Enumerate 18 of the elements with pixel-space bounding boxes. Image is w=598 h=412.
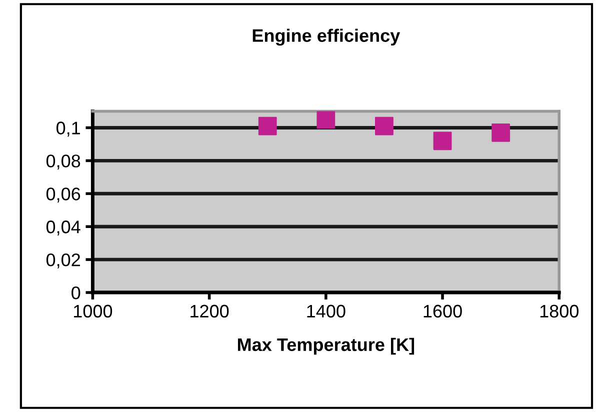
point	[433, 132, 452, 150]
chart-title: Engine efficiency	[252, 28, 400, 46]
point	[492, 123, 510, 142]
y-tick-label: 0,04	[46, 220, 80, 236]
x-tick-label: 1400	[307, 304, 346, 318]
y-tick-label: 0,06	[46, 188, 80, 202]
y-tick-label: 0,02	[46, 253, 80, 268]
x-tick-label: 1600	[424, 304, 462, 318]
point	[316, 111, 336, 129]
x-axis-title: Max Temperature [K]	[238, 338, 414, 355]
x-tick-label: 1200	[190, 304, 229, 318]
y-tick-label: 0,08	[46, 154, 80, 170]
x-tick-label: 1000	[74, 304, 112, 318]
point	[375, 116, 394, 136]
y-tick-label: 0,1	[56, 122, 80, 137]
point	[258, 116, 277, 136]
y-tick-label: 0	[72, 286, 80, 300]
x-tick-label: 1800	[540, 304, 579, 318]
